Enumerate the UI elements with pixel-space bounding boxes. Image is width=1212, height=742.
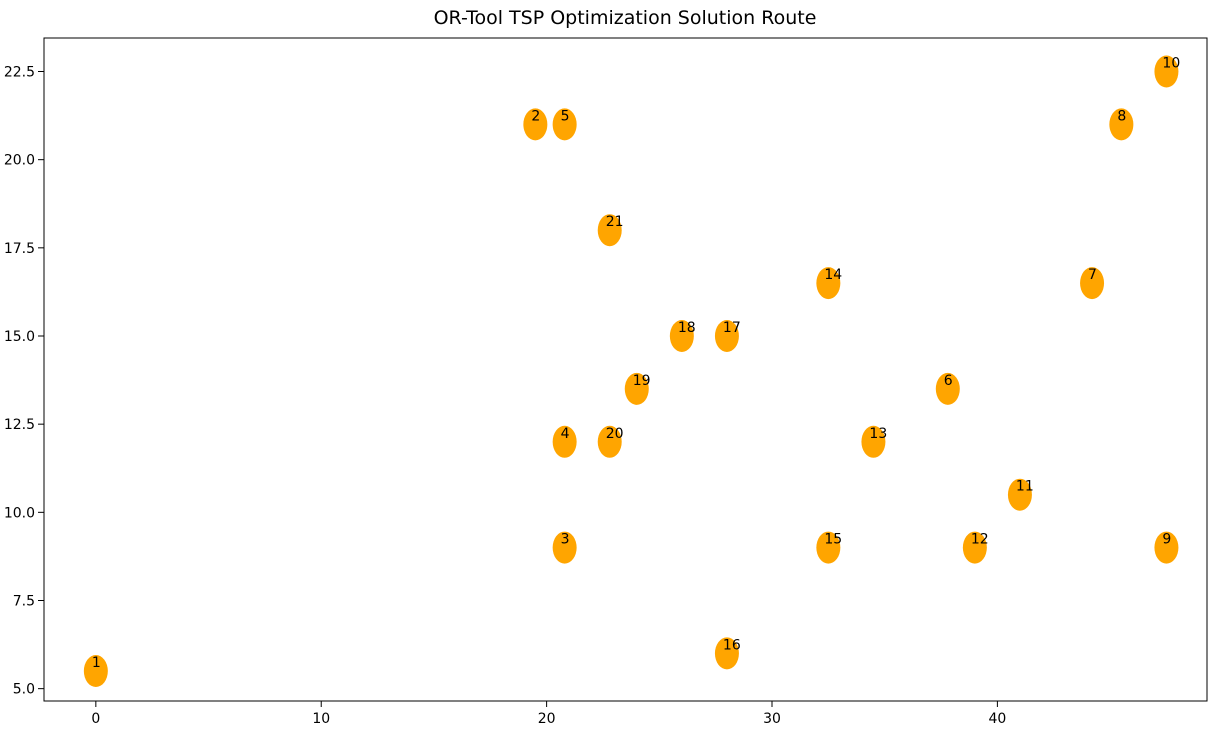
city-point [1080, 267, 1105, 300]
x-axis: 0 10 20 30 40 [91, 701, 1006, 727]
chart-title: OR-Tool TSP Optimization Solution Route [434, 7, 817, 29]
y-tick-label: 17.5 [4, 241, 35, 257]
x-tick-label: 0 [91, 711, 100, 727]
x-tick-label: 10 [312, 711, 330, 727]
city-point [1154, 531, 1179, 564]
city-label: 1 [92, 655, 101, 671]
x-tick-label: 20 [538, 711, 556, 727]
city-point [552, 425, 577, 458]
city-point [83, 655, 108, 688]
city-label: 10 [1162, 56, 1180, 72]
city-point [669, 319, 694, 352]
y-tick-label: 10.0 [4, 505, 35, 521]
city-label: 9 [1162, 532, 1171, 548]
city-point [861, 425, 886, 458]
city-label: 16 [723, 637, 741, 653]
data-points [83, 55, 1179, 688]
x-tick-label: 30 [763, 711, 781, 727]
city-point [935, 372, 960, 405]
y-tick-label: 12.5 [4, 417, 35, 433]
y-tick-label: 22.5 [4, 65, 35, 81]
y-tick-label: 20.0 [4, 153, 35, 169]
city-label: 2 [531, 108, 540, 124]
city-point [1154, 55, 1179, 88]
city-label: 14 [824, 267, 842, 283]
city-label: 12 [971, 532, 989, 548]
city-point [624, 372, 649, 405]
city-point [714, 637, 739, 670]
city-label: 13 [869, 426, 887, 442]
city-label: 15 [824, 532, 842, 548]
y-axis: 5.0 7.5 10.0 12.5 15.0 17.5 20.0 22.5 [4, 65, 44, 698]
city-point [816, 267, 841, 300]
city-label: 18 [678, 320, 696, 336]
plot-frame [43, 37, 1208, 702]
y-tick-label: 5.0 [13, 682, 35, 698]
x-tick-label: 40 [988, 711, 1006, 727]
city-label: 5 [561, 108, 570, 124]
y-tick-label: 7.5 [13, 593, 35, 609]
city-point [523, 108, 548, 141]
city-label: 4 [561, 426, 570, 442]
y-tick-label: 15.0 [4, 329, 35, 345]
city-point [1109, 108, 1134, 141]
city-label: 3 [561, 532, 570, 548]
city-label: 7 [1088, 267, 1097, 283]
city-label: 6 [944, 373, 953, 389]
city-point [597, 425, 622, 458]
city-point [816, 531, 841, 564]
city-point [962, 531, 987, 564]
city-point [552, 531, 577, 564]
city-point [1007, 478, 1032, 511]
city-point [714, 319, 739, 352]
city-label: 17 [723, 320, 741, 336]
city-label: 20 [606, 426, 624, 442]
city-point [552, 108, 577, 141]
city-label: 11 [1016, 479, 1034, 495]
city-label: 8 [1117, 108, 1126, 124]
city-point [597, 214, 622, 247]
city-label: 21 [606, 214, 624, 230]
city-label: 19 [633, 373, 651, 389]
